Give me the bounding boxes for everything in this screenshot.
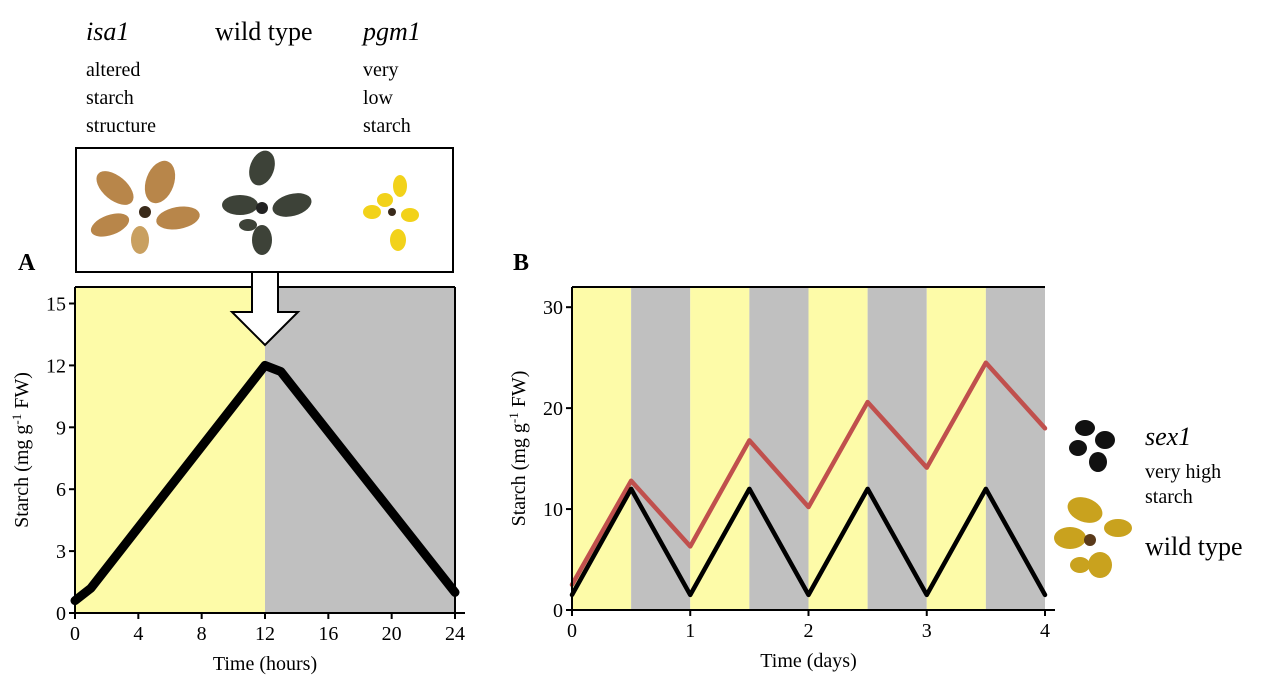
strain-note: structure [86, 115, 156, 137]
shading [75, 287, 265, 613]
x-tick-label: 3 [922, 620, 932, 642]
y-tick-label: 15 [46, 294, 66, 316]
shading [808, 287, 868, 610]
y-tick-label: 12 [46, 355, 66, 377]
strain-note: starch [86, 87, 134, 109]
legend-note: starch [1145, 486, 1193, 508]
shading [985, 287, 1045, 610]
plant-pgm1 [363, 175, 419, 251]
shading [867, 287, 927, 610]
legend-label: sex1 [1145, 422, 1191, 451]
x-axis-label: Time (days) [760, 650, 856, 672]
chart-layer: isa1 altered starch structure wild type pgm1 v… [9, 17, 1055, 675]
plant-wildtype-b [1054, 497, 1132, 578]
plant-sex1 [1069, 420, 1115, 472]
y-tick-label: 6 [56, 479, 66, 501]
strain-note: starch [363, 115, 411, 137]
x-tick-label: 2 [804, 620, 814, 642]
y-tick-label: 20 [543, 398, 563, 420]
strain-note: very [363, 59, 399, 81]
y-axis-label: Starch (mg g-1 FW) [9, 372, 34, 528]
shading [265, 287, 455, 613]
panel-label: B [513, 250, 529, 276]
panel-label: A [18, 250, 36, 276]
y-tick-label: 9 [56, 417, 66, 439]
plant-wildtype [222, 150, 312, 255]
legend-label: wild type [1145, 532, 1243, 561]
y-axis-label-part: FW) [508, 371, 530, 413]
y-axis-label-part: Starch (mg g [508, 423, 530, 526]
x-tick-label: 0 [567, 620, 577, 642]
y-tick-label: 10 [543, 499, 563, 521]
strain-name: wild type [215, 17, 313, 46]
x-tick-label: 20 [382, 623, 402, 645]
y-axis-label-part: FW) [11, 372, 33, 414]
x-tick-label: 4 [133, 623, 143, 645]
legend-note: very high [1145, 461, 1221, 483]
shading [690, 287, 750, 610]
y-tick-label: 30 [543, 297, 563, 319]
x-tick-label: 12 [255, 623, 275, 645]
x-tick-label: 0 [70, 623, 80, 645]
y-axis-label: Starch (mg g-1 FW) [506, 371, 531, 527]
strain-note: low [363, 87, 394, 109]
x-tick-label: 16 [318, 623, 338, 645]
x-axis-label: Time (hours) [213, 653, 317, 675]
x-tick-label: 4 [1040, 620, 1050, 642]
x-tick-label: 8 [197, 623, 207, 645]
x-tick-label: 1 [685, 620, 695, 642]
shading [631, 287, 691, 610]
arrow [229, 271, 301, 347]
series-line [70, 360, 460, 606]
y-axis-label-part: -1 [9, 414, 24, 425]
y-tick-label: 3 [56, 541, 66, 563]
strain-name: pgm1 [361, 17, 421, 46]
y-axis-label-part: Starch (mg g [11, 425, 33, 528]
strain-note: altered [86, 59, 140, 81]
strain-name: isa1 [86, 17, 129, 46]
x-tick-label: 24 [445, 623, 465, 645]
plant-isa1 [90, 160, 200, 254]
y-tick-label: 0 [553, 600, 563, 622]
series-line [569, 486, 1048, 598]
y-tick-label: 0 [56, 603, 66, 625]
backgrounds [75, 287, 1045, 613]
series-line [569, 360, 1048, 588]
shading [572, 287, 632, 610]
y-axis-label-part: -1 [506, 412, 521, 423]
